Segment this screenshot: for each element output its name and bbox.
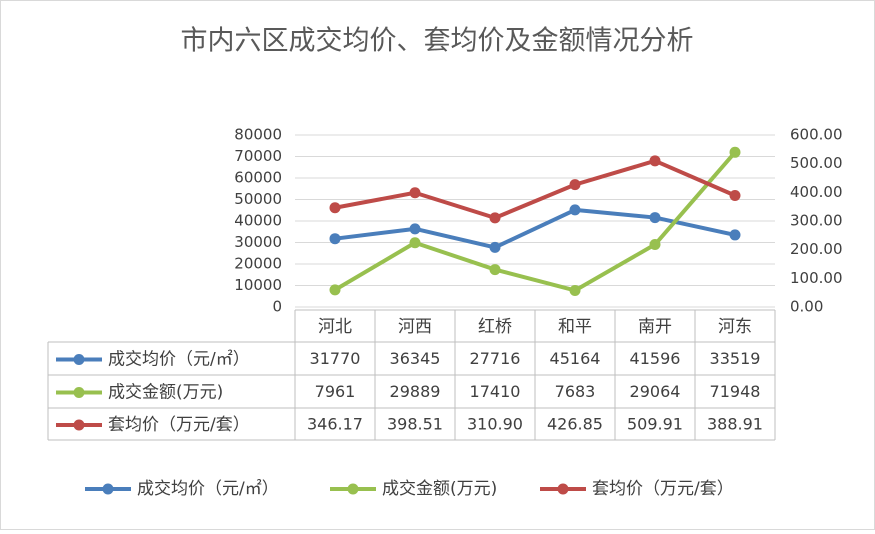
table-cell: 7961 — [315, 382, 356, 401]
table-cell: 27716 — [470, 349, 521, 368]
data-point — [489, 241, 501, 253]
table-cell: 7683 — [555, 382, 596, 401]
data-point — [409, 223, 421, 235]
y2-tick-label: 400.00 — [790, 183, 843, 201]
y2-tick-label: 200.00 — [790, 240, 843, 258]
legend-marker — [102, 483, 114, 495]
data-point — [409, 237, 421, 249]
table-cell: 41596 — [630, 349, 681, 368]
chart-title: 市内六区成交均价、套均价及金额情况分析 — [181, 26, 694, 57]
x-tick-label: 南开 — [638, 317, 672, 337]
x-tick-label: 红桥 — [478, 317, 512, 337]
table-row-label: 套均价（万元/套） — [108, 415, 250, 435]
x-tick-label: 河东 — [718, 317, 752, 337]
table-cell: 29889 — [390, 382, 441, 401]
data-point — [489, 212, 501, 224]
table-row-label: 成交均价（元/㎡） — [108, 350, 250, 370]
data-point — [649, 239, 661, 251]
data-point — [569, 179, 581, 191]
data-point — [649, 212, 661, 224]
legend-label: 成交金额(万元) — [382, 479, 497, 499]
table-cell: 310.90 — [467, 415, 523, 434]
y2-tick-label: 300.00 — [790, 212, 843, 230]
table-cell: 509.91 — [627, 415, 683, 434]
x-tick-label: 河西 — [398, 317, 432, 337]
table-cell: 17410 — [470, 382, 521, 401]
table-cell: 426.85 — [547, 415, 603, 434]
table-cell: 398.51 — [387, 415, 443, 434]
data-point — [729, 229, 741, 241]
data-point — [569, 284, 581, 296]
table-cell: 31770 — [310, 349, 361, 368]
table-cell: 33519 — [710, 349, 761, 368]
legend-marker — [557, 483, 569, 495]
data-point — [409, 187, 421, 199]
y2-tick-label: 100.00 — [790, 269, 843, 287]
table-cell: 71948 — [710, 382, 761, 401]
y-tick-label: 10000 — [234, 276, 282, 294]
series-line — [334, 158, 736, 220]
y-tick-label: 0 — [272, 298, 282, 316]
table-row-label: 成交金额(万元) — [108, 383, 223, 403]
series-line — [333, 151, 737, 293]
table-cell: 36345 — [390, 349, 441, 368]
y-tick-label: 20000 — [234, 255, 282, 273]
table-cell: 388.91 — [707, 415, 763, 434]
legend-label: 成交均价（元/㎡） — [137, 479, 279, 499]
y-tick-label: 60000 — [234, 169, 282, 187]
data-point — [569, 204, 581, 216]
y2-tick-label: 0.00 — [790, 298, 823, 316]
table-cell: 45164 — [550, 349, 601, 368]
x-tick-label: 河北 — [318, 317, 352, 337]
table-legend-marker — [73, 387, 85, 398]
x-tick-label: 和平 — [558, 317, 592, 337]
y-tick-label: 70000 — [234, 147, 282, 165]
y-tick-label: 40000 — [234, 212, 282, 230]
legend-marker — [347, 483, 359, 495]
data-point — [329, 233, 341, 245]
y-tick-label: 80000 — [234, 126, 282, 144]
data-point — [729, 146, 741, 158]
data-point — [489, 264, 501, 276]
series-line — [334, 207, 736, 250]
table-cell: 29064 — [630, 382, 681, 401]
data-point — [329, 284, 341, 296]
y-tick-label: 50000 — [234, 190, 282, 208]
data-point — [649, 155, 661, 167]
table-legend-marker — [73, 419, 85, 431]
data-point — [329, 202, 341, 214]
y-tick-label: 30000 — [234, 233, 282, 251]
y2-tick-label: 500.00 — [790, 154, 843, 172]
data-point — [729, 190, 741, 202]
table-cell: 346.17 — [307, 415, 363, 434]
table-legend-marker — [73, 354, 85, 365]
legend-label: 套均价（万元/套） — [592, 479, 734, 499]
y2-tick-label: 600.00 — [790, 126, 843, 144]
